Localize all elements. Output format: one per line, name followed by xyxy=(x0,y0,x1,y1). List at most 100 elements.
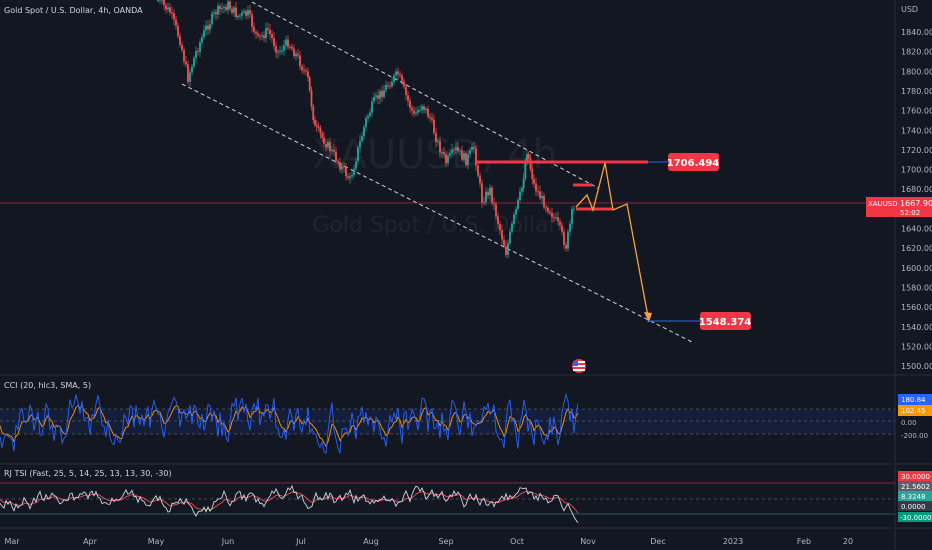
tsi-upper-value: 30.0000 xyxy=(901,473,930,481)
time-axis-label: Oct xyxy=(510,537,524,546)
candle-body xyxy=(531,168,534,180)
candle-body xyxy=(463,153,465,160)
target-label: 1548.374 xyxy=(699,317,752,328)
time-axis-label: May xyxy=(148,537,165,546)
time-axis-label: 2023 xyxy=(723,537,743,546)
candle-body xyxy=(489,187,491,196)
candle-body xyxy=(533,179,535,184)
candle-body xyxy=(211,13,213,25)
tsi-label[interactable]: RJ TSI (Fast, 25, 5, 14, 25, 13, 13, 30,… xyxy=(4,469,172,478)
candle-body xyxy=(417,109,419,113)
candle-body xyxy=(263,35,265,39)
candle-body xyxy=(229,1,231,9)
candle-body xyxy=(405,86,407,96)
candle-body xyxy=(355,161,357,169)
candle-body xyxy=(329,141,331,152)
price-tick-label: 1520.000 xyxy=(901,342,932,351)
candle-body xyxy=(481,183,483,203)
candle-body xyxy=(411,107,413,111)
time-axis-label: Jun xyxy=(221,537,235,546)
price-tick-label: 1620.000 xyxy=(901,244,932,253)
candle-body xyxy=(491,187,493,203)
candle-body xyxy=(495,204,497,217)
resistance-label-box[interactable] xyxy=(668,153,719,171)
candle-body xyxy=(522,178,525,189)
price-tick-label: 1820.000 xyxy=(901,48,932,57)
tsi-v1-value: 21.5602 xyxy=(901,483,930,491)
candle-body xyxy=(193,58,195,67)
candle-body xyxy=(475,148,477,166)
candle-body xyxy=(501,230,503,240)
candle-body xyxy=(524,162,527,179)
current-price-tag[interactable] xyxy=(866,197,932,217)
candle-body xyxy=(407,95,409,101)
time-axis-label: Sep xyxy=(438,537,453,546)
candle-body xyxy=(535,183,537,192)
candle-body xyxy=(497,216,499,225)
candle-body xyxy=(201,37,203,43)
resistance-label: 1706.494 xyxy=(667,158,720,169)
projection-path[interactable] xyxy=(575,162,650,323)
candle-body xyxy=(221,8,223,10)
candle-body xyxy=(431,117,433,120)
cci-main-line xyxy=(0,392,579,455)
price-tick-label: 1600.000 xyxy=(901,264,932,273)
candle-body xyxy=(441,152,443,154)
channel-lower-line[interactable] xyxy=(181,83,693,343)
price-tick-label: 1500.000 xyxy=(901,362,932,371)
candle-body xyxy=(215,12,217,15)
candle-body xyxy=(327,141,329,148)
candle-body xyxy=(191,66,193,73)
candle-body xyxy=(319,128,322,134)
candle-body xyxy=(165,5,167,10)
candle-body xyxy=(203,30,205,38)
candle-body xyxy=(157,0,159,1)
candle-body xyxy=(511,223,513,232)
candle-body xyxy=(353,168,355,176)
candle-body xyxy=(403,81,405,87)
candle-body xyxy=(197,51,199,53)
candle-body xyxy=(451,149,453,154)
channel-upper-line[interactable] xyxy=(251,1,599,189)
candle-body xyxy=(289,46,291,48)
candle-body xyxy=(521,188,523,192)
time-axis-label: 20 xyxy=(843,537,853,546)
candle-body xyxy=(507,243,509,255)
candle-body xyxy=(509,231,511,244)
current-price-symbol: XAUUSD xyxy=(868,200,898,208)
tsi-upper-tag xyxy=(898,471,932,481)
time-axis-label: Nov xyxy=(580,537,596,546)
price-tick-label: 1840.000 xyxy=(901,28,932,37)
time-axis[interactable]: Mar Apr May Jun Jul Aug Sep Oct Nov Dec 2023 Feb 20 xyxy=(4,537,853,546)
candle-body xyxy=(299,55,301,67)
candle-body xyxy=(321,133,324,138)
price-tick-label: 1740.000 xyxy=(901,126,932,135)
candle-body xyxy=(223,7,225,9)
symbol-title[interactable]: Gold Spot / U.S. Dollar, 4h, OANDA xyxy=(4,6,143,15)
cci-label[interactable]: CCI (20, hlc3, SMA, 5) xyxy=(4,381,91,390)
cci-orange-tag xyxy=(898,405,932,416)
candle-body xyxy=(187,64,189,82)
candle-body xyxy=(233,7,235,13)
candle-body xyxy=(349,176,351,179)
tsi-lower-value: -30.0000 xyxy=(900,514,931,522)
price-tick-label: 1580.000 xyxy=(901,283,932,292)
target-label-box[interactable] xyxy=(700,312,751,330)
candle-body xyxy=(169,7,171,13)
cci-zero-value: 0.00 xyxy=(901,419,917,427)
time-axis-label: Apr xyxy=(83,537,98,546)
tsi-v1-tag xyxy=(898,481,932,491)
candle-body xyxy=(465,153,467,165)
candle-body xyxy=(195,51,197,59)
us-flag-icon[interactable] xyxy=(572,359,586,373)
candle-body xyxy=(365,118,367,128)
candle-body xyxy=(471,146,473,151)
price-tick-label: 1760.000 xyxy=(901,107,932,116)
candle-body xyxy=(167,7,169,10)
candle-body xyxy=(389,85,391,87)
price-axis-ticks[interactable]: 1840.000 1820.000 1800.000 1780.000 1760.000… xyxy=(901,28,932,371)
candle-body xyxy=(377,95,379,99)
candle-body xyxy=(357,147,359,162)
candle-body xyxy=(239,15,241,17)
